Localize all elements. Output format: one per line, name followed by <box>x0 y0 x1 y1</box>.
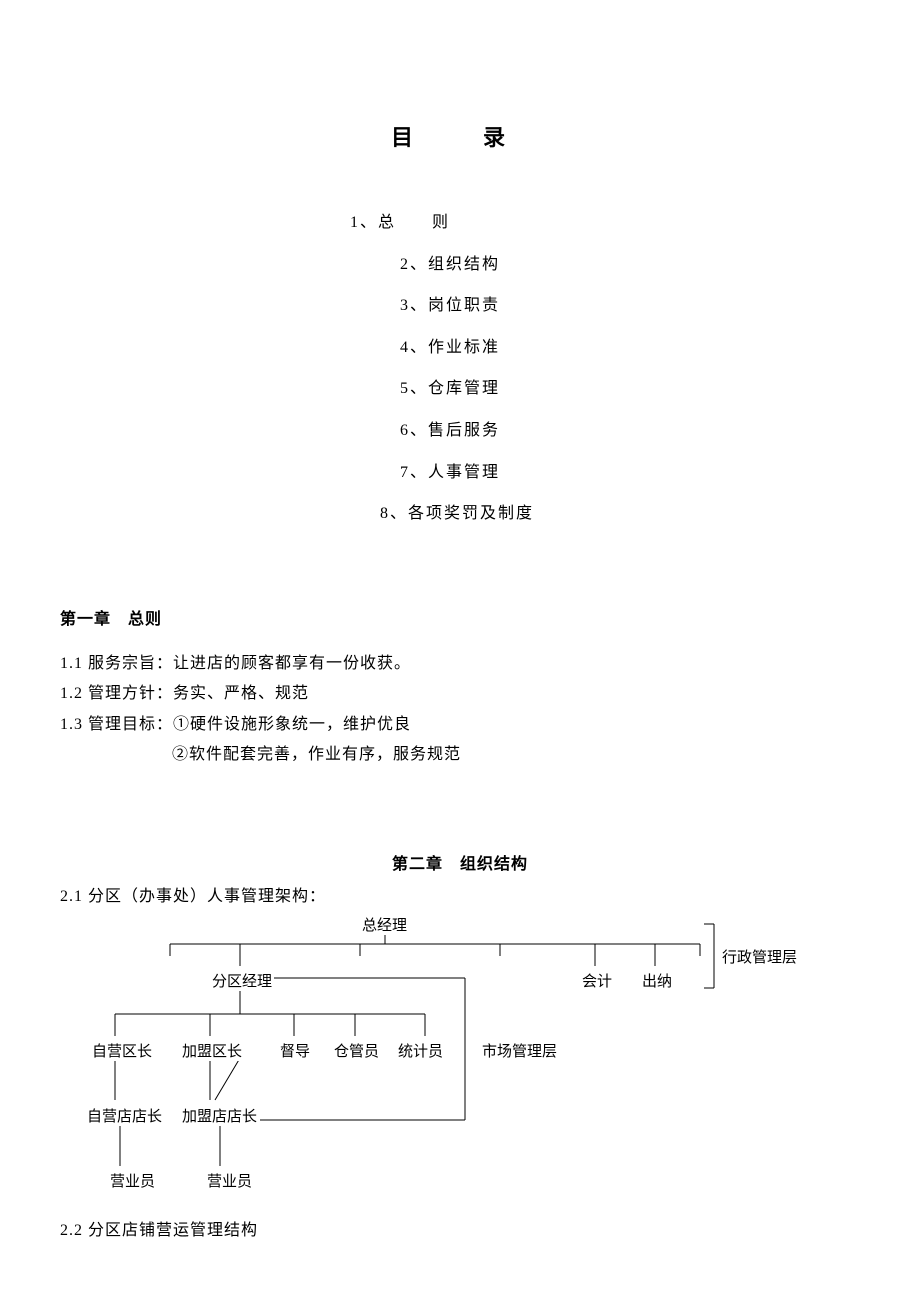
org-node-clerk2: 营业员 <box>205 1170 254 1191</box>
toc-item: 3、岗位职责 <box>400 285 860 327</box>
toc-item: 4、作业标准 <box>400 327 860 369</box>
toc-item: 1、总 则 <box>350 202 860 244</box>
body-text: 1.3 管理目标：①硬件设施形象统一，维护优良 <box>60 710 860 740</box>
org-node-clerk1: 营业员 <box>108 1170 157 1191</box>
chapter1-heading: 第一章 总则 <box>60 605 860 629</box>
toc-item: 5、仓库管理 <box>400 368 860 410</box>
body-text: ②软件配套完善，作业有序，服务规范 <box>172 740 860 770</box>
toc-item: 7、人事管理 <box>400 452 860 494</box>
org-node-statistician: 统计员 <box>396 1040 445 1061</box>
chapter2-heading: 第二章 组织结构 <box>60 850 860 874</box>
org-node-cashier: 出纳 <box>640 970 674 991</box>
org-node-gm: 总经理 <box>360 914 409 935</box>
org-node-supervisor: 督导 <box>278 1040 312 1061</box>
org-node-self-district: 自营区长 <box>90 1040 154 1061</box>
toc-item: 8、各项奖罚及制度 <box>380 493 860 535</box>
org-node-district-mgr: 分区经理 <box>210 970 274 991</box>
section-2-1: 2.1 分区（办事处）人事管理架构： <box>60 882 860 906</box>
org-node-warehouse: 仓管员 <box>332 1040 381 1061</box>
toc-title: 目 录 <box>60 120 860 152</box>
org-node-admin-layer: 行政管理层 <box>720 946 799 967</box>
org-node-franchise-store-mgr: 加盟店店长 <box>180 1105 259 1126</box>
org-node-self-store-mgr: 自营店店长 <box>85 1105 164 1126</box>
body-text: 1.2 管理方针：务实、严格、规范 <box>60 679 860 709</box>
section-2-2: 2.2 分区店铺营运管理结构 <box>60 1216 860 1240</box>
toc-item: 2、组织结构 <box>400 244 860 286</box>
org-node-accountant: 会计 <box>580 970 614 991</box>
toc-item: 6、售后服务 <box>400 410 860 452</box>
body-text: 1.1 服务宗旨：让进店的顾客都享有一份收获。 <box>60 649 860 679</box>
org-node-franchise-district: 加盟区长 <box>180 1040 244 1061</box>
org-chart: 总经理 分区经理 会计 出纳 行政管理层 自营区长 加盟区长 督导 仓管员 统计… <box>60 910 880 1210</box>
org-node-market-layer: 市场管理层 <box>480 1040 559 1061</box>
toc-list: 1、总 则 2、组织结构 3、岗位职责 4、作业标准 5、仓库管理 6、售后服务… <box>60 202 860 535</box>
